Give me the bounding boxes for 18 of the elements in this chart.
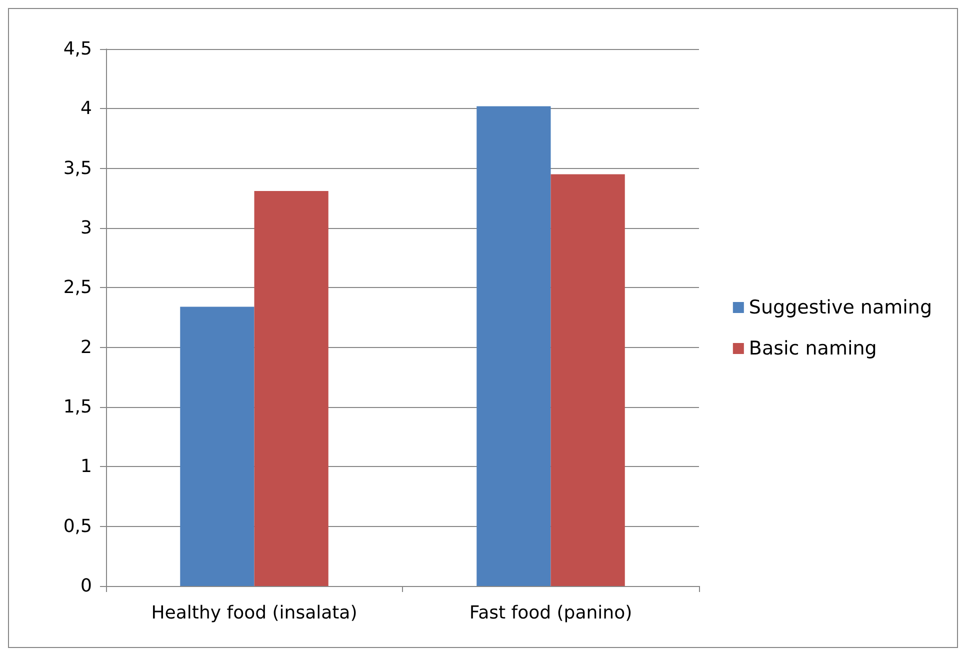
bar — [254, 191, 328, 586]
y-tick-label: 4 — [80, 98, 92, 120]
bar — [476, 106, 551, 586]
x-tick-label: Fast food (panino) — [469, 602, 632, 624]
y-tick-label: 3 — [80, 218, 92, 238]
y-tick-label: 2 — [80, 336, 92, 358]
y-tick-label: 0,5 — [63, 516, 92, 537]
y-tick-label: 3,5 — [63, 158, 92, 179]
y-tick-label: 2,5 — [63, 277, 92, 298]
legend-label: Suggestive naming — [748, 296, 932, 318]
bar — [550, 174, 625, 586]
y-tick-label: 4,5 — [63, 38, 92, 60]
y-tick-label: 1 — [80, 456, 92, 478]
x-tick-label: Healthy food (insalata) — [151, 602, 358, 624]
y-tick-label: 0 — [80, 576, 92, 596]
bar — [180, 306, 254, 586]
legend-label: Basic naming — [748, 338, 877, 360]
y-tick-label: 1,5 — [63, 396, 92, 418]
